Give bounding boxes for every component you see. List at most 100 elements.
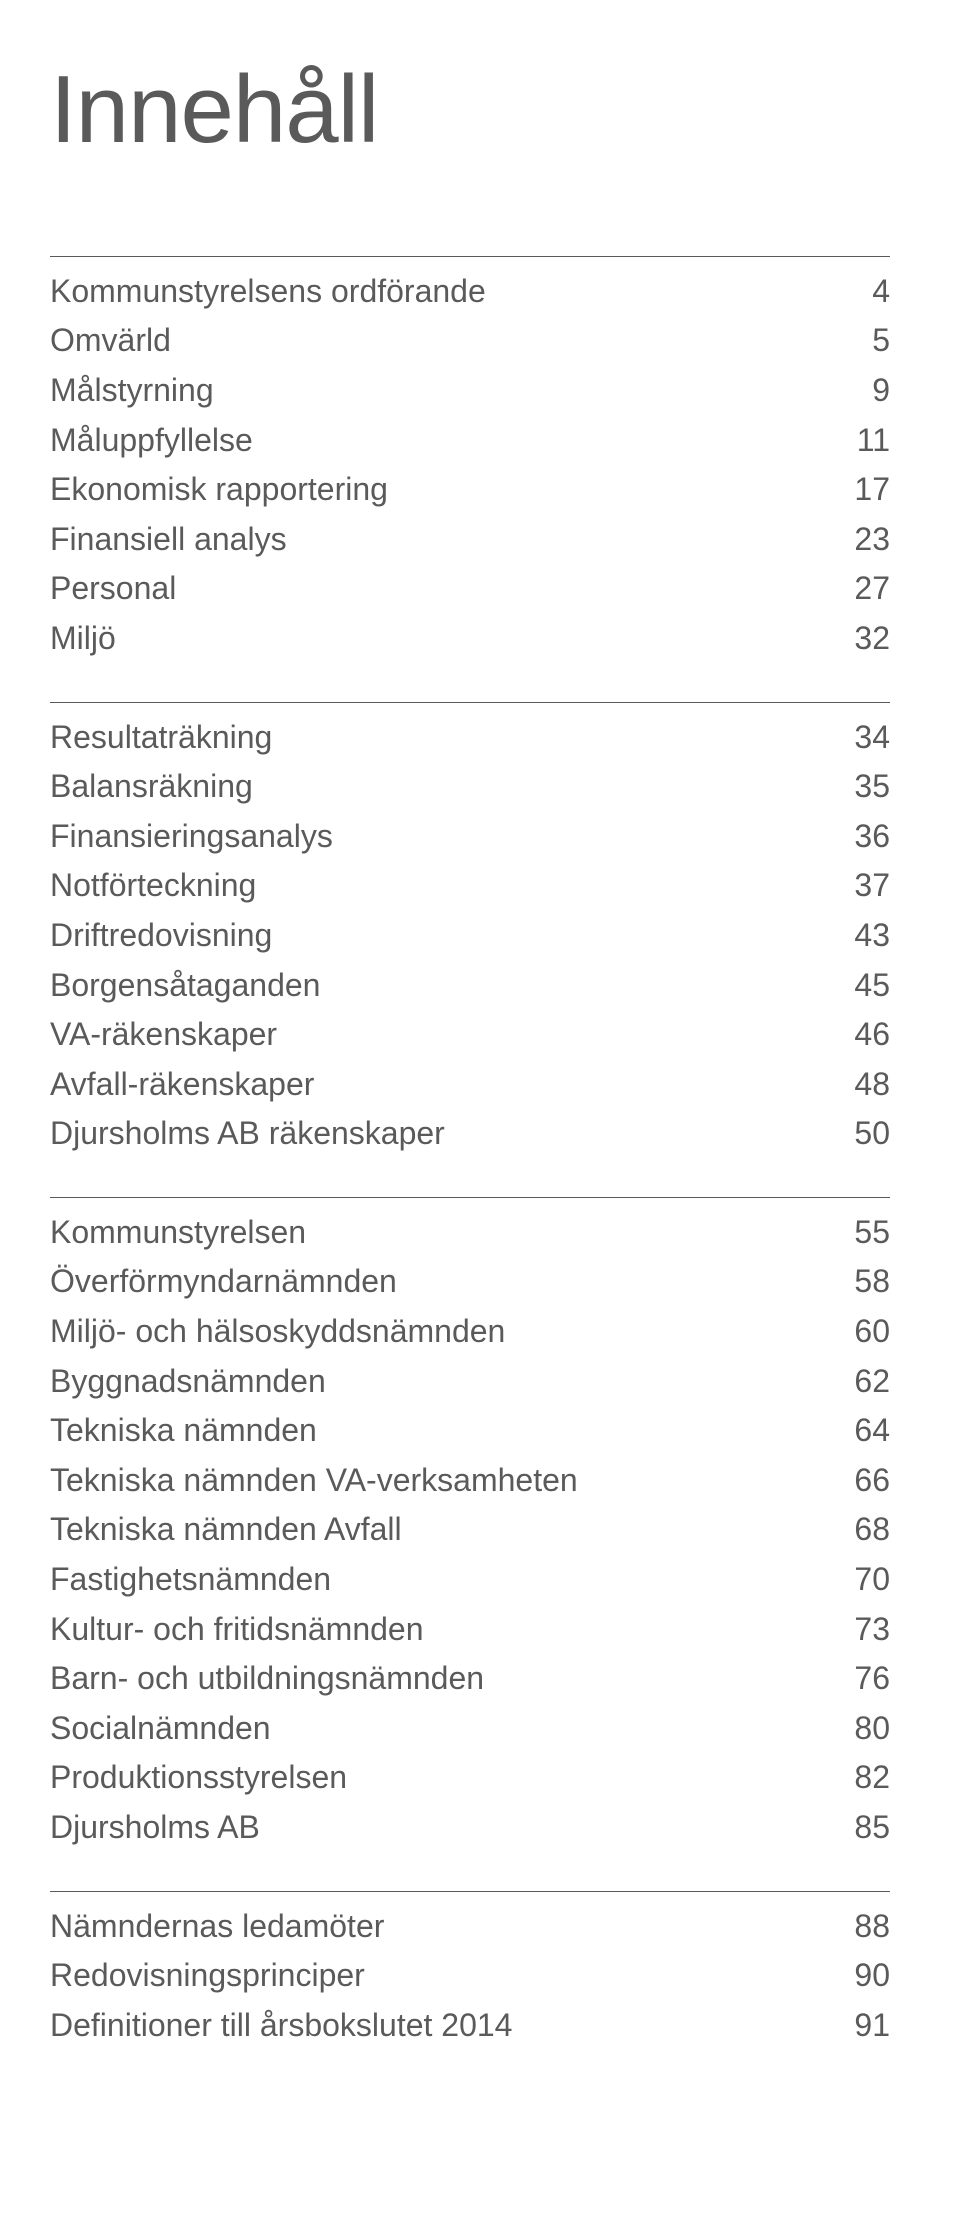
toc-row-page: 4 (830, 267, 890, 317)
toc-row: Finansiell analys23 (50, 515, 890, 565)
toc-row-label: Fastighetsnämnden (50, 1555, 830, 1605)
toc-section: Kommunstyrelsen55Överförmyndarnämnden58M… (50, 1197, 890, 1853)
toc-row: VA-räkenskaper46 (50, 1010, 890, 1060)
toc-row-page: 64 (830, 1406, 890, 1456)
toc-row-page: 37 (830, 861, 890, 911)
toc-row-page: 46 (830, 1010, 890, 1060)
toc-row-label: Tekniska nämnden (50, 1406, 830, 1456)
toc-rows: Kommunstyrelsen55Överförmyndarnämnden58M… (50, 1208, 890, 1853)
toc-row-page: 9 (830, 366, 890, 416)
toc-row-label: Personal (50, 564, 830, 614)
toc-row-label: Kommunstyrelsens ordförande (50, 267, 830, 317)
toc-row: Borgensåtaganden45 (50, 961, 890, 1011)
toc-row: Omvärld5 (50, 316, 890, 366)
toc-row-page: 82 (830, 1753, 890, 1803)
toc-row-page: 62 (830, 1357, 890, 1407)
toc-row-label: Tekniska nämnden VA-verksamheten (50, 1456, 830, 1506)
section-separator (50, 256, 890, 257)
toc-row-page: 48 (830, 1060, 890, 1110)
toc-row-label: Redovisningsprinciper (50, 1951, 830, 2001)
section-separator (50, 1891, 890, 1892)
toc-row-label: Borgensåtaganden (50, 961, 830, 1011)
toc-row: Definitioner till årsbokslutet 201491 (50, 2001, 890, 2051)
toc-row: Djursholms AB85 (50, 1803, 890, 1853)
toc-row: Produktionsstyrelsen82 (50, 1753, 890, 1803)
toc-row: Notförteckning37 (50, 861, 890, 911)
toc-row-page: 55 (830, 1208, 890, 1258)
toc-section: Resultaträkning34Balansräkning35Finansie… (50, 702, 890, 1159)
toc-row-label: Överförmyndarnämnden (50, 1257, 830, 1307)
toc-row-label: Kultur- och fritidsnämnden (50, 1605, 830, 1655)
toc-row-page: 58 (830, 1257, 890, 1307)
toc-row: Barn- och utbildningsnämnden76 (50, 1654, 890, 1704)
toc-row-label: Avfall-räkenskaper (50, 1060, 830, 1110)
toc-row-page: 23 (830, 515, 890, 565)
toc-row-page: 66 (830, 1456, 890, 1506)
toc-row: Kultur- och fritidsnämnden73 (50, 1605, 890, 1655)
toc-row: Resultaträkning34 (50, 713, 890, 763)
toc-row-page: 32 (830, 614, 890, 664)
toc-row-page: 36 (830, 812, 890, 862)
toc-row-page: 27 (830, 564, 890, 614)
toc-rows: Kommunstyrelsens ordförande4Omvärld5Måls… (50, 267, 890, 664)
toc-row-label: Barn- och utbildningsnämnden (50, 1654, 830, 1704)
toc-row-page: 90 (830, 1951, 890, 2001)
toc-row: Ekonomisk rapportering17 (50, 465, 890, 515)
toc-row-label: Socialnämnden (50, 1704, 830, 1754)
toc-row: Kommunstyrelsen55 (50, 1208, 890, 1258)
toc-row-label: Kommunstyrelsen (50, 1208, 830, 1258)
toc-row-page: 80 (830, 1704, 890, 1754)
toc-row: Socialnämnden80 (50, 1704, 890, 1754)
toc-row: Överförmyndarnämnden58 (50, 1257, 890, 1307)
toc-row-page: 17 (830, 465, 890, 515)
toc-rows: Resultaträkning34Balansräkning35Finansie… (50, 713, 890, 1159)
section-separator (50, 1197, 890, 1198)
toc-row-label: Djursholms AB räkenskaper (50, 1109, 830, 1159)
toc-row-page: 70 (830, 1555, 890, 1605)
toc-row: Finansieringsanalys36 (50, 812, 890, 862)
toc-row: Miljö- och hälsoskyddsnämnden60 (50, 1307, 890, 1357)
toc-row-page: 76 (830, 1654, 890, 1704)
toc-row: Nämndernas ledamöter88 (50, 1902, 890, 1952)
toc-row-label: Tekniska nämnden Avfall (50, 1505, 830, 1555)
toc-row-page: 60 (830, 1307, 890, 1357)
toc-section: Kommunstyrelsens ordförande4Omvärld5Måls… (50, 256, 890, 664)
toc-row: Djursholms AB räkenskaper50 (50, 1109, 890, 1159)
toc-row-label: Definitioner till årsbokslutet 2014 (50, 2001, 830, 2051)
toc-row-page: 73 (830, 1605, 890, 1655)
toc-row-label: Balansräkning (50, 762, 830, 812)
toc-row-label: Notförteckning (50, 861, 830, 911)
toc-container: Kommunstyrelsens ordförande4Omvärld5Måls… (50, 256, 890, 2051)
toc-row-page: 85 (830, 1803, 890, 1853)
toc-row: Tekniska nämnden Avfall68 (50, 1505, 890, 1555)
toc-row: Tekniska nämnden VA-verksamheten66 (50, 1456, 890, 1506)
toc-row: Målstyrning9 (50, 366, 890, 416)
toc-row: Personal27 (50, 564, 890, 614)
toc-row-label: Finansieringsanalys (50, 812, 830, 862)
toc-row-page: 43 (830, 911, 890, 961)
toc-row-page: 50 (830, 1109, 890, 1159)
page-title: Innehåll (50, 60, 890, 161)
toc-row: Måluppfyllelse11 (50, 416, 890, 466)
toc-row-label: Finansiell analys (50, 515, 830, 565)
toc-row: Driftredovisning43 (50, 911, 890, 961)
toc-row: Avfall-räkenskaper48 (50, 1060, 890, 1110)
toc-row-label: Omvärld (50, 316, 830, 366)
toc-row: Kommunstyrelsens ordförande4 (50, 267, 890, 317)
toc-row-label: Miljö (50, 614, 830, 664)
section-separator (50, 702, 890, 703)
toc-row: Redovisningsprinciper90 (50, 1951, 890, 2001)
toc-row-page: 68 (830, 1505, 890, 1555)
toc-row-label: VA-räkenskaper (50, 1010, 830, 1060)
toc-row: Miljö32 (50, 614, 890, 664)
toc-row-label: Miljö- och hälsoskyddsnämnden (50, 1307, 830, 1357)
toc-row-page: 88 (830, 1902, 890, 1952)
toc-row-label: Nämndernas ledamöter (50, 1902, 830, 1952)
toc-row: Tekniska nämnden64 (50, 1406, 890, 1456)
toc-row-label: Målstyrning (50, 366, 830, 416)
toc-section: Nämndernas ledamöter88Redovisningsprinci… (50, 1891, 890, 2051)
toc-row-page: 91 (830, 2001, 890, 2051)
toc-row-label: Produktionsstyrelsen (50, 1753, 830, 1803)
toc-rows: Nämndernas ledamöter88Redovisningsprinci… (50, 1902, 890, 2051)
toc-row: Byggnadsnämnden62 (50, 1357, 890, 1407)
